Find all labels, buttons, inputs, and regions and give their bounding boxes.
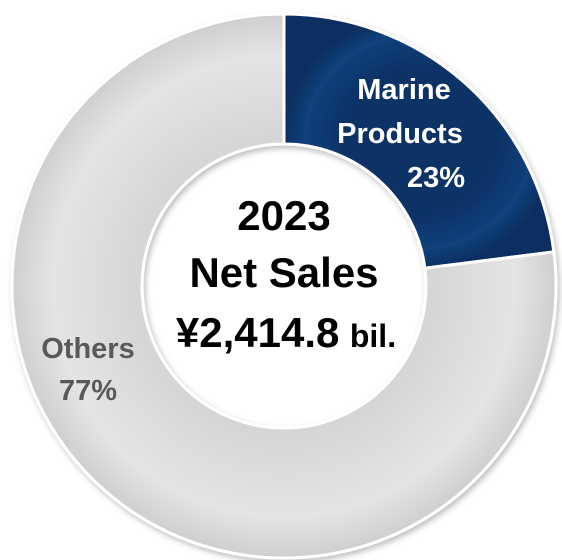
others-percent-label: 77%: [59, 375, 117, 407]
others-label: Others: [41, 333, 134, 365]
marine-label-line-1: Marine: [357, 74, 450, 106]
marine-label-line-2: Products: [337, 118, 463, 150]
center-year: 2023: [237, 192, 330, 239]
center-unit: bil.: [350, 318, 396, 354]
donut-slices: [10, 12, 558, 560]
slice-others: [10, 12, 558, 560]
center-amount: ¥2,414.8: [176, 309, 340, 356]
marine-percent-label: 23%: [407, 162, 465, 194]
center-title: Net Sales: [189, 249, 378, 296]
center-amount-line: ¥2,414.8 bil.: [176, 309, 396, 356]
slice-marine-products: [282, 12, 556, 270]
